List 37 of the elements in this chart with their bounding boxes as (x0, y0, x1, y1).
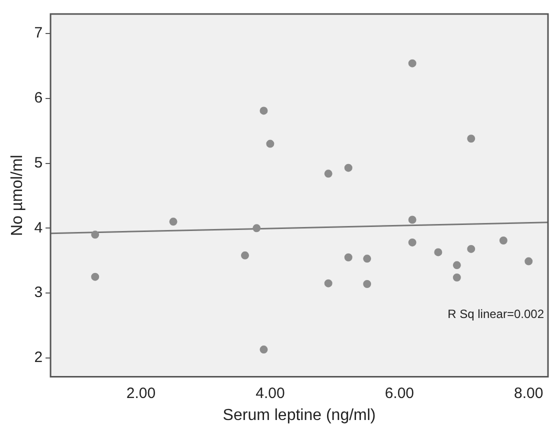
y-axis-title: No µmol/ml (9, 154, 26, 236)
point (344, 253, 352, 262)
x-tick-label: 8.00 (514, 384, 544, 402)
point (467, 244, 476, 253)
point (363, 280, 372, 288)
y-tick-label: 4 (34, 219, 43, 236)
point (363, 254, 372, 263)
point (324, 279, 332, 288)
annotation: R Sq linear=0.002 (448, 307, 544, 322)
point (260, 106, 268, 115)
point (467, 134, 476, 143)
point (252, 224, 261, 232)
point (524, 257, 533, 266)
point (266, 140, 274, 148)
x-tick-label: 2.00 (126, 384, 156, 402)
point (408, 238, 416, 246)
point (452, 261, 461, 270)
point (260, 346, 268, 354)
point (344, 164, 352, 172)
point (241, 251, 250, 260)
point (434, 248, 442, 256)
y-tick-label: 3 (34, 284, 43, 302)
point (91, 272, 100, 281)
y-tick-label: 7 (34, 24, 43, 42)
point (408, 59, 416, 68)
point (324, 170, 332, 178)
point (169, 218, 178, 226)
point (452, 274, 461, 282)
y-tick-label: 6 (34, 90, 43, 107)
x-tick-label: 6.00 (384, 384, 414, 402)
y-tick-label: 5 (34, 154, 43, 172)
x-axis-title: Serum leptine (ng/ml) (222, 406, 376, 424)
point (499, 236, 508, 245)
x-tick-label: 4.00 (256, 384, 285, 402)
point (91, 230, 100, 239)
point (408, 216, 416, 224)
y-tick-label: 2 (34, 349, 43, 366)
